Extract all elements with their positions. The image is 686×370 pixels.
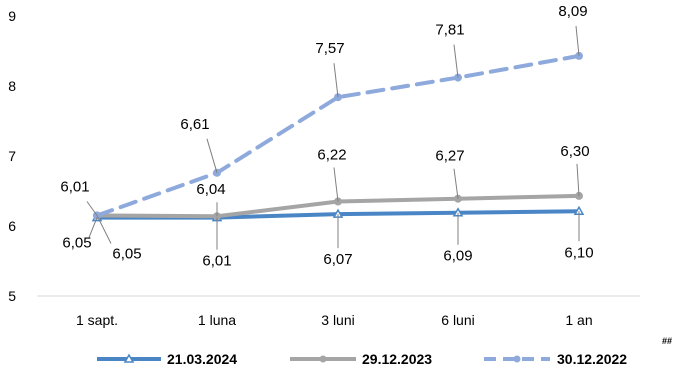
legend-marker bbox=[513, 355, 521, 363]
legend-marker bbox=[123, 353, 135, 363]
data-label-leader bbox=[333, 63, 339, 98]
legend: 21.03.2024 29.12.2023 30.12.2022 bbox=[97, 351, 627, 367]
data-label: 6,61 bbox=[180, 116, 209, 133]
x-tick-label: 3 luni bbox=[321, 312, 354, 328]
data-label-leader bbox=[206, 138, 218, 173]
data-label-leader bbox=[333, 167, 339, 202]
x-tick-label: 1 an bbox=[565, 312, 592, 328]
data-label: 6,09 bbox=[443, 248, 472, 265]
data-label-layer: 6,05 6,01 6,07 6,09 6,10 6,05 6,04 6,22 6,27 6,30… bbox=[60, 3, 593, 270]
data-label-leader bbox=[453, 168, 459, 199]
data-label: 8,09 bbox=[558, 3, 587, 20]
data-label: 6,01 bbox=[60, 179, 89, 196]
axis-layer: 5 6 7 8 9 1 sapt. 1 luna 3 luni 6 luni 1 an bbox=[8, 8, 640, 328]
data-label: 6,05 bbox=[62, 235, 91, 252]
data-label: 6,27 bbox=[435, 148, 464, 165]
x-tick-label: 1 sapt. bbox=[76, 312, 118, 328]
legend-marker bbox=[319, 355, 327, 363]
data-label: 7,81 bbox=[435, 22, 464, 39]
series-line-2 bbox=[95, 53, 581, 218]
legend-label: 30.12.2022 bbox=[557, 351, 627, 367]
data-label: 6,04 bbox=[196, 181, 225, 198]
footnote-mark: ## bbox=[661, 336, 672, 346]
data-label: 6,30 bbox=[560, 143, 589, 160]
y-tick-label: 6 bbox=[8, 218, 16, 234]
data-label-leader bbox=[576, 163, 580, 196]
x-tick-label: 6 luni bbox=[441, 312, 474, 328]
y-tick-label: 7 bbox=[8, 148, 16, 164]
series-layer bbox=[91, 51, 585, 222]
data-label: 6,10 bbox=[564, 244, 593, 261]
legend-label: 21.03.2024 bbox=[167, 351, 237, 367]
data-label: 6,01 bbox=[202, 253, 231, 270]
data-label: 6,22 bbox=[317, 147, 346, 164]
data-label-leader bbox=[86, 201, 98, 216]
data-label: 6,05 bbox=[112, 246, 141, 263]
y-tick-label: 5 bbox=[8, 288, 16, 304]
data-label: 7,57 bbox=[315, 40, 344, 57]
y-tick-label: 9 bbox=[8, 8, 16, 24]
legend-label: 29.12.2023 bbox=[362, 351, 432, 367]
data-label-leader bbox=[453, 44, 459, 78]
x-tick-label: 1 luna bbox=[198, 312, 236, 328]
data-label: 6,07 bbox=[323, 251, 352, 268]
data-label-leader bbox=[88, 217, 98, 238]
data-label-leader bbox=[96, 215, 112, 244]
data-label-leader bbox=[575, 25, 580, 56]
y-tick-label: 8 bbox=[8, 78, 16, 94]
